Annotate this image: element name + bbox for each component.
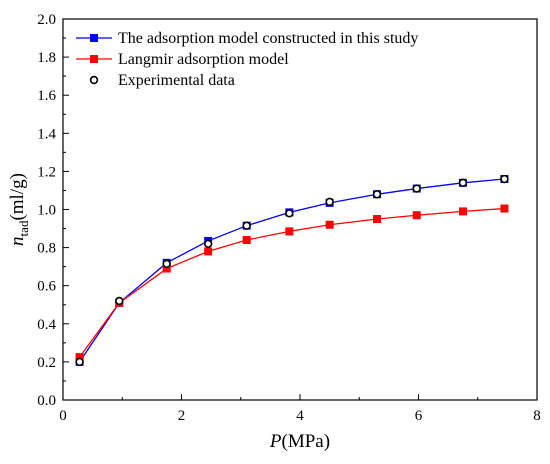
y-axis-label-symbol: n — [7, 236, 28, 246]
data-point — [75, 357, 84, 367]
data-point — [458, 178, 468, 188]
legend-entry-2: Experimental data — [89, 72, 235, 89]
data-point — [325, 197, 334, 207]
series-1 — [75, 204, 509, 362]
legend-marker — [89, 75, 99, 85]
series-0 — [75, 175, 509, 366]
data-point — [203, 239, 213, 248]
y-axis-label: ntad(ml/g) — [7, 173, 31, 246]
legend: The adsorption model constructed in this… — [76, 30, 418, 89]
y-tick-label: 0.4 — [37, 317, 56, 333]
data-point — [162, 264, 171, 273]
y-tick-label: 2.0 — [37, 12, 56, 28]
legend-label: Langmir adsorption model — [118, 51, 289, 68]
legend-marker — [90, 34, 98, 42]
x-tick-label: 2 — [178, 408, 186, 424]
data-point — [458, 207, 467, 216]
x-axis-label-symbol: P — [269, 431, 282, 452]
data-point — [372, 190, 382, 199]
legend-label: The adsorption model constructed in this… — [118, 30, 418, 47]
x-tick-label: 6 — [415, 408, 423, 424]
y-axis-label-unit: (ml/g) — [7, 173, 28, 221]
legend-entry-0: The adsorption model constructed in this… — [76, 30, 418, 47]
series-line — [79, 178, 505, 363]
data-point — [285, 209, 294, 218]
data-point — [162, 259, 171, 268]
legend-marker — [90, 55, 98, 63]
data-point — [412, 184, 421, 193]
y-tick-label: 1.4 — [37, 126, 56, 142]
y-tick-label: 0.2 — [37, 355, 56, 371]
data-point — [325, 220, 334, 229]
x-tick-label: 4 — [296, 408, 304, 424]
data-point — [75, 353, 84, 362]
data-point — [500, 174, 509, 184]
data-point — [242, 235, 251, 244]
data-point — [412, 211, 421, 220]
data-point — [500, 204, 509, 213]
data-point — [373, 215, 382, 224]
y-tick-label: 1.0 — [37, 203, 56, 219]
y-tick-label: 1.6 — [37, 88, 56, 104]
plot-area: 0 2 4 6 80.00.20.40.60.81.01.21.41.61.82.0P(… — [7, 12, 541, 452]
y-tick-label: 0.6 — [37, 279, 56, 295]
x-axis-label: P(MPa) — [269, 431, 330, 452]
x-tick-label: 0 — [59, 408, 67, 424]
x-axis-label-unit: (MPa) — [282, 431, 331, 452]
y-tick-label: 1.2 — [37, 164, 56, 180]
series-2 — [75, 174, 509, 367]
data-point — [242, 221, 251, 230]
y-tick-label: 0.8 — [37, 241, 56, 257]
data-point — [115, 296, 124, 306]
y-tick-label: 1.8 — [37, 50, 56, 66]
data-point — [285, 227, 294, 236]
data-point — [204, 247, 213, 256]
y-axis-label-subscript: tad — [16, 220, 31, 236]
x-tick-label: 8 — [533, 408, 541, 424]
y-tick-label: 0.0 — [37, 393, 56, 409]
legend-entry-1: Langmir adsorption model — [76, 51, 289, 68]
legend-label: Experimental data — [118, 72, 235, 89]
